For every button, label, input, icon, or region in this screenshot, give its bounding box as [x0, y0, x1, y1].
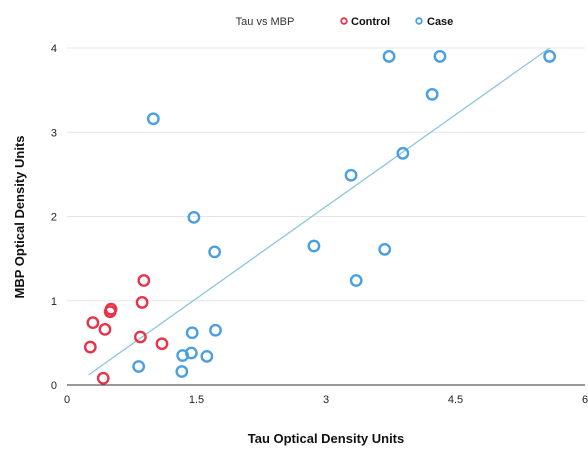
trendline-layer	[88, 47, 550, 376]
trendline	[88, 47, 550, 376]
x-tick-label: 1.5	[189, 394, 204, 406]
points-layer	[83, 50, 557, 385]
point-control	[96, 371, 110, 385]
point-case	[425, 87, 439, 101]
point-case	[187, 210, 201, 224]
point-case	[132, 360, 146, 373]
x-tick-label: 4.5	[448, 394, 463, 406]
tick-labels: 0 1.5 3 4.5 6 0 1 2 3 4	[51, 43, 588, 406]
point-case	[175, 365, 189, 378]
y-axis-label: MBP Optical Density Units	[12, 135, 27, 298]
x-tick-label: 0	[64, 394, 70, 406]
y-tick-label: 2	[51, 212, 57, 224]
point-case	[185, 326, 199, 340]
legend-label-control: Control	[351, 16, 390, 28]
x-axis-label: Tau Optical Density Units	[248, 431, 405, 446]
y-tick-label: 0	[51, 380, 57, 392]
y-tick-label: 4	[51, 43, 57, 55]
point-case	[349, 274, 363, 287]
point-control	[135, 296, 149, 309]
point-case	[184, 346, 198, 360]
point-case	[396, 146, 410, 160]
point-case	[146, 112, 160, 126]
grid	[67, 47, 585, 386]
y-tick-label: 3	[51, 127, 57, 139]
legend-marker-control	[340, 17, 348, 25]
point-control	[104, 302, 118, 316]
chart-title: Tau vs MBP	[236, 16, 295, 28]
x-tick-label: 6	[582, 394, 588, 406]
point-control	[133, 330, 147, 344]
point-case	[209, 323, 222, 337]
x-tick-label: 3	[323, 394, 329, 406]
point-control	[86, 316, 100, 330]
legend-label-case: Case	[427, 16, 453, 28]
point-case	[378, 242, 392, 256]
point-case	[433, 50, 447, 63]
point-control	[98, 322, 112, 336]
point-case	[344, 168, 358, 182]
point-control	[137, 274, 151, 287]
point-case	[200, 349, 214, 363]
point-case	[382, 50, 396, 63]
point-control	[83, 340, 97, 354]
point-case	[307, 239, 321, 253]
point-case	[208, 245, 222, 259]
legend: Control Case	[340, 16, 453, 28]
point-control	[155, 337, 169, 351]
legend-marker-case	[415, 17, 423, 25]
y-tick-label: 1	[51, 296, 57, 308]
point-case	[543, 50, 557, 63]
